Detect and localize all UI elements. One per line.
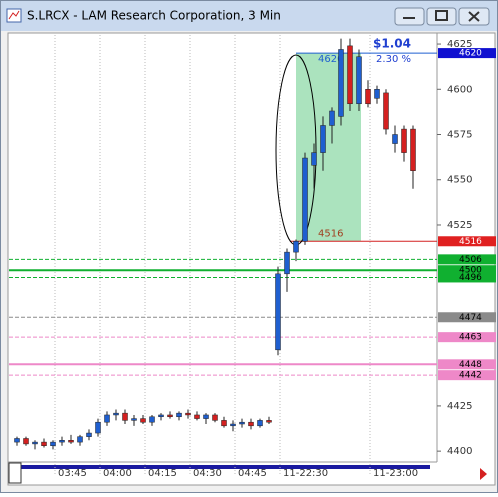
y-tick-label: 4425 [447,401,472,412]
maximize-glyph [435,10,448,21]
candle-body [86,432,92,437]
candle-body [401,128,407,153]
candle-body [239,421,245,425]
measure-high-label: 4620 [318,54,343,65]
candle-body [185,412,191,416]
candle-body [275,273,281,351]
price-label: 4516 [459,237,482,247]
candle-body [212,414,218,421]
candle-body [257,420,263,427]
y-tick-label: 4525 [447,220,472,231]
candle-body [95,421,101,434]
candle-body [50,441,56,446]
candle-body [77,436,83,443]
candle-body [410,128,416,171]
scroll-arrow[interactable] [480,468,487,480]
level-label-bg [438,370,496,381]
candle-body [104,414,110,423]
minimize-glyph [403,17,415,19]
window-icon [6,8,22,23]
candle-body [149,416,155,423]
candle-body [41,441,47,446]
x-tick-label: 03:45 [58,468,87,479]
level-label-bg [438,312,496,323]
level-label: 4500 [459,266,482,276]
candle-body [221,420,227,427]
measure-percent: 2.30 % [376,54,411,65]
candle-body [365,89,371,105]
candle-body [392,134,398,144]
price-label-bg [438,48,496,59]
candle-body [347,45,353,105]
candle-body [14,438,20,443]
candle-body [158,414,164,418]
candle-body [374,89,380,99]
x-tick-label: 11-23:00 [373,468,418,479]
candle-body [131,418,137,421]
candle-body [293,241,299,253]
candle-body [176,412,182,418]
measure-low-label: 4516 [318,228,343,239]
candle-body [284,251,290,275]
candle-body [338,49,344,117]
plot-area: 4400 4425 4525 4550 4575 4600 4625 03:45 04:00 04… [9,35,496,479]
candle-body [203,414,209,419]
x-tick-label: 04:00 [103,468,132,479]
level-label-bg [438,359,496,370]
x-tick-label: 04:30 [193,468,222,479]
level-label-bg [438,254,496,265]
maximize-button[interactable] [426,7,457,26]
y-tick-label: 4400 [447,446,472,457]
candle-body [383,92,389,130]
x-tick-label: 04:15 [148,468,177,479]
candle-body [140,418,146,423]
window-title: S.LRCX - LAM Research Corporation, 3 Min [27,9,281,23]
x-tick-label: 11-22:30 [283,468,328,479]
candle-body [356,56,362,105]
close-glyph [468,11,480,22]
candle-body [311,152,317,166]
scroll-bar[interactable] [20,465,430,469]
candle-body [122,412,128,421]
level-label: 4463 [459,333,482,343]
level-label-bg [438,332,496,343]
candle-body [230,423,236,427]
level-label: 4442 [459,371,482,381]
candle-body [329,110,335,126]
minimize-button[interactable] [394,7,425,26]
y-tick-label: 4600 [447,84,472,95]
x-tick-label: 04:45 [238,468,267,479]
price-label-bg [438,236,496,247]
icon-glyph [8,10,20,20]
candle-body [320,125,326,153]
measure-change: $1.04 [373,37,411,51]
candle-body [167,414,173,418]
candle-body [32,441,38,445]
level-label-bg [438,272,496,283]
candle-body [248,421,254,427]
y-tick-label: 4550 [447,175,472,186]
candle-body [113,412,119,416]
candle-body [59,440,65,443]
level-label: 4448 [459,360,482,370]
candle-body [302,157,308,242]
candle-body [194,414,200,419]
level-label: 4506 [459,255,482,265]
level-label-bg [438,265,496,276]
y-tick-label: 4625 [447,39,472,50]
candle-body [23,438,29,445]
candle-body [68,440,74,443]
price-label: 4620 [459,49,482,59]
scroll-box[interactable] [8,462,22,484]
level-label: 4496 [459,273,482,283]
candle-body [266,420,272,423]
level-label: 4474 [459,313,482,323]
y-tick-label: 4575 [447,130,472,141]
